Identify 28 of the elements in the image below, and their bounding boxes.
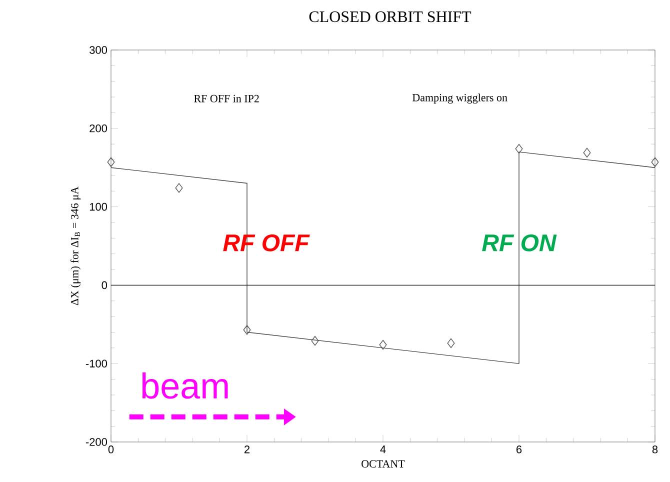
y-axis-title: ΔX (μm) for ΔI$_{B}$ = 346 μA (70, 186, 81, 306)
y-tick-label: 200 (90, 124, 108, 132)
point (175, 183, 183, 193)
point (651, 157, 659, 167)
y-tick-label: -200 (86, 438, 108, 446)
annotation: RF OFF (223, 234, 310, 252)
y-tick-label: 0 (102, 281, 108, 290)
x-tick-label: 6 (516, 446, 522, 454)
annotation: RF OFF in IP2 (194, 94, 259, 102)
x-tick-label: 2 (244, 446, 250, 454)
x-axis-title: OCTANT (362, 460, 405, 468)
point (583, 148, 591, 158)
chart-title: CLOSED ORBIT SHIFT (309, 11, 472, 22)
x-tick-label: 8 (652, 446, 658, 454)
y-tick-label: 100 (90, 202, 108, 211)
y-tick-label: -100 (86, 360, 108, 368)
annotation: RF ON (482, 234, 557, 252)
annotation: Damping wigglers on (412, 94, 508, 104)
point (515, 144, 523, 154)
point (379, 340, 387, 350)
annotation: beam (142, 372, 228, 399)
point (107, 157, 115, 167)
y-tick-label: 300 (90, 46, 108, 54)
point (311, 336, 319, 346)
x-tick-label: 0 (108, 446, 114, 454)
point (243, 325, 251, 335)
point (447, 338, 455, 348)
x-tick-label: 4 (380, 446, 386, 454)
